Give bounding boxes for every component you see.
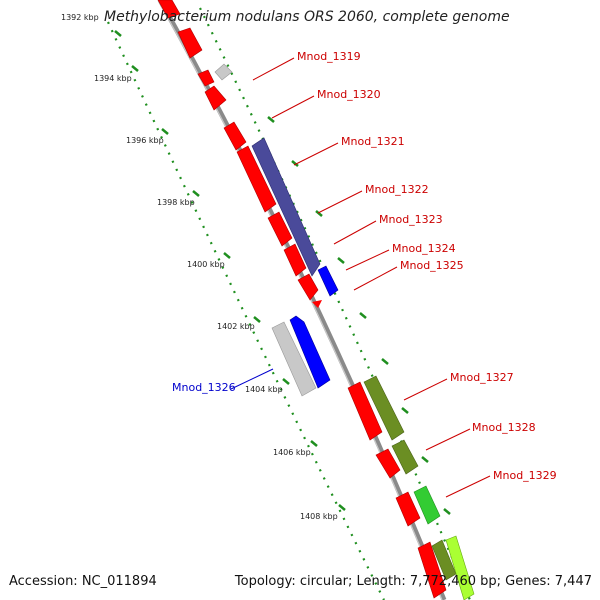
tick-mark xyxy=(131,65,139,72)
tick-mark xyxy=(253,316,261,323)
inner-ticks xyxy=(114,30,346,511)
tick-mark xyxy=(421,456,429,463)
gene-label[interactable]: Mnod_1323 xyxy=(379,213,443,226)
tick-mark xyxy=(443,508,451,515)
tick-label: 1392 kbp xyxy=(61,13,99,22)
tick-mark xyxy=(291,160,299,167)
tick-mark xyxy=(161,128,169,135)
gene-blue[interactable] xyxy=(317,265,339,297)
tick-mark xyxy=(338,504,346,511)
gene-olive[interactable] xyxy=(391,439,419,475)
outer-ticks xyxy=(267,116,451,515)
label-leaders xyxy=(230,57,491,498)
gene-label[interactable]: Mnod_1321 xyxy=(341,135,405,148)
accession-text: Accession: NC_011894 xyxy=(9,574,157,589)
gene-labels: Mnod_1319 Mnod_1320 Mnod_1321 Mnod_1322 … xyxy=(172,50,557,482)
tick-label: 1404 kbp xyxy=(245,385,283,394)
gene-olive[interactable] xyxy=(363,375,405,441)
gene-label[interactable]: Mnod_1320 xyxy=(317,88,381,101)
tick-mark xyxy=(192,190,200,197)
tick-label: 1400 kbp xyxy=(187,260,225,269)
gene-red[interactable] xyxy=(197,69,215,87)
tick-mark xyxy=(310,440,318,447)
genes-side-track xyxy=(271,315,331,397)
leader-line xyxy=(425,428,471,451)
tick-mark xyxy=(282,378,290,385)
gene-label[interactable]: Mnod_1329 xyxy=(493,469,557,482)
leader-line xyxy=(353,266,398,291)
leader-line xyxy=(333,220,377,245)
gene-blue[interactable] xyxy=(289,315,331,389)
tick-mark xyxy=(114,30,122,37)
gene-label[interactable]: Mnod_1328 xyxy=(472,421,536,434)
gene-lime[interactable] xyxy=(445,535,475,600)
gene-label[interactable]: Mnod_1325 xyxy=(400,259,464,272)
gene-red[interactable] xyxy=(395,491,421,527)
leader-line xyxy=(317,190,363,214)
leader-line xyxy=(252,57,295,81)
gene-red[interactable] xyxy=(347,381,383,441)
genes-outer-strand xyxy=(214,63,475,600)
gene-label[interactable]: Mnod_1322 xyxy=(365,183,429,196)
gene-red[interactable] xyxy=(223,121,247,151)
tick-mark xyxy=(359,312,367,319)
leader-line xyxy=(403,378,448,401)
tick-mark xyxy=(401,407,409,414)
tick-mark xyxy=(381,358,389,365)
genes-inner-strand xyxy=(157,0,447,599)
gene-gray[interactable] xyxy=(271,321,317,397)
genome-summary-text: Topology: circular; Length: 7,772,460 bp… xyxy=(234,574,592,589)
genome-backbone-highlight xyxy=(157,0,443,600)
gene-label[interactable]: Mnod_1327 xyxy=(450,371,514,384)
tick-mark xyxy=(337,257,345,264)
tick-label: 1398 kbp xyxy=(157,198,195,207)
gene-red[interactable] xyxy=(157,0,181,19)
tick-label: 1406 kbp xyxy=(273,448,311,457)
gene-red[interactable] xyxy=(204,85,227,111)
gene-green[interactable] xyxy=(413,485,441,525)
tick-label: 1408 kbp xyxy=(300,512,338,521)
leader-line xyxy=(445,475,491,498)
gene-red[interactable] xyxy=(375,448,401,479)
leader-line xyxy=(293,142,339,166)
tick-mark xyxy=(267,116,275,123)
gene-gray[interactable] xyxy=(214,63,233,81)
gene-red-small[interactable] xyxy=(312,300,322,308)
gene-red[interactable] xyxy=(297,273,319,301)
leader-line xyxy=(271,95,315,119)
tick-mark xyxy=(315,210,323,217)
leader-line xyxy=(230,368,274,390)
gene-red[interactable] xyxy=(177,27,203,59)
gene-label[interactable]: Mnod_1319 xyxy=(297,50,361,63)
gene-label[interactable]: Mnod_1324 xyxy=(392,242,456,255)
gene-red[interactable] xyxy=(283,243,307,277)
gene-label[interactable]: Mnod_1326 xyxy=(172,381,236,394)
gene-red[interactable] xyxy=(417,541,447,599)
gene-navy[interactable] xyxy=(251,137,321,277)
leader-line xyxy=(345,249,390,271)
gene-red[interactable] xyxy=(267,211,293,247)
tick-label: 1394 kbp xyxy=(94,74,132,83)
tick-mark xyxy=(223,252,231,259)
map-title: Methylobacterium nodulans ORS 2060, comp… xyxy=(104,9,510,25)
tick-labels: 1392 kbp 1394 kbp 1396 kbp 1398 kbp 1400… xyxy=(61,13,338,521)
tick-label: 1396 kbp xyxy=(126,136,164,145)
gene-red[interactable] xyxy=(236,145,277,213)
tick-label: 1402 kbp xyxy=(217,322,255,331)
